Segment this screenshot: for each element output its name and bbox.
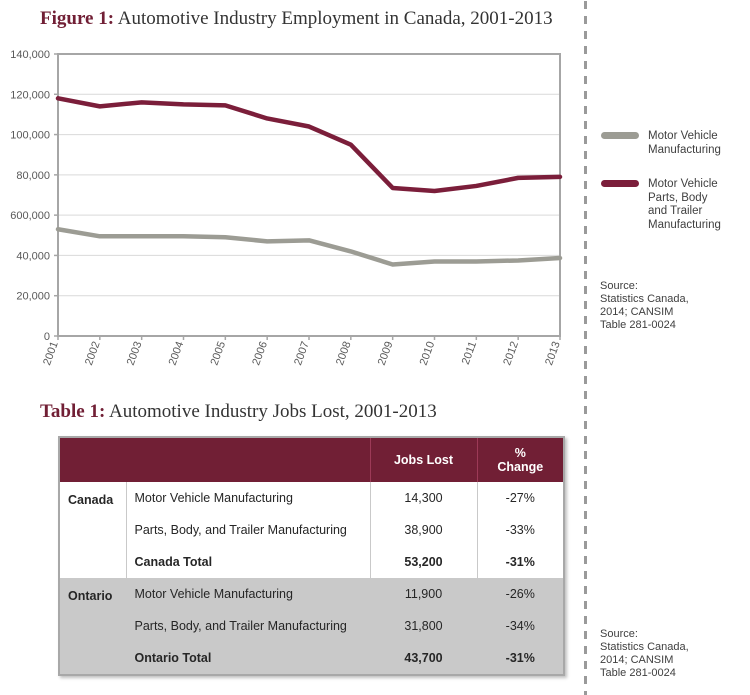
svg-text:40,000: 40,000 — [16, 250, 50, 262]
svg-text:140,000: 140,000 — [10, 49, 50, 61]
svg-text:2004: 2004 — [167, 340, 187, 367]
svg-text:2010: 2010 — [418, 340, 438, 367]
svg-text:2009: 2009 — [376, 340, 396, 367]
svg-text:2005: 2005 — [208, 340, 228, 367]
svg-text:100,000: 100,000 — [10, 130, 50, 142]
svg-text:600,000: 600,000 — [10, 210, 50, 222]
svg-text:2006: 2006 — [250, 340, 270, 367]
svg-text:120,000: 120,000 — [10, 89, 50, 101]
svg-text:2008: 2008 — [334, 340, 354, 367]
svg-text:2002: 2002 — [83, 340, 103, 367]
svg-text:2003: 2003 — [125, 340, 145, 367]
svg-text:80,000: 80,000 — [16, 170, 50, 182]
svg-text:2011: 2011 — [460, 340, 479, 366]
svg-text:2013: 2013 — [543, 340, 563, 367]
svg-text:2001: 2001 — [41, 340, 61, 367]
svg-text:2012: 2012 — [501, 340, 521, 367]
svg-text:2007: 2007 — [292, 340, 312, 367]
svg-text:20,000: 20,000 — [16, 291, 50, 303]
